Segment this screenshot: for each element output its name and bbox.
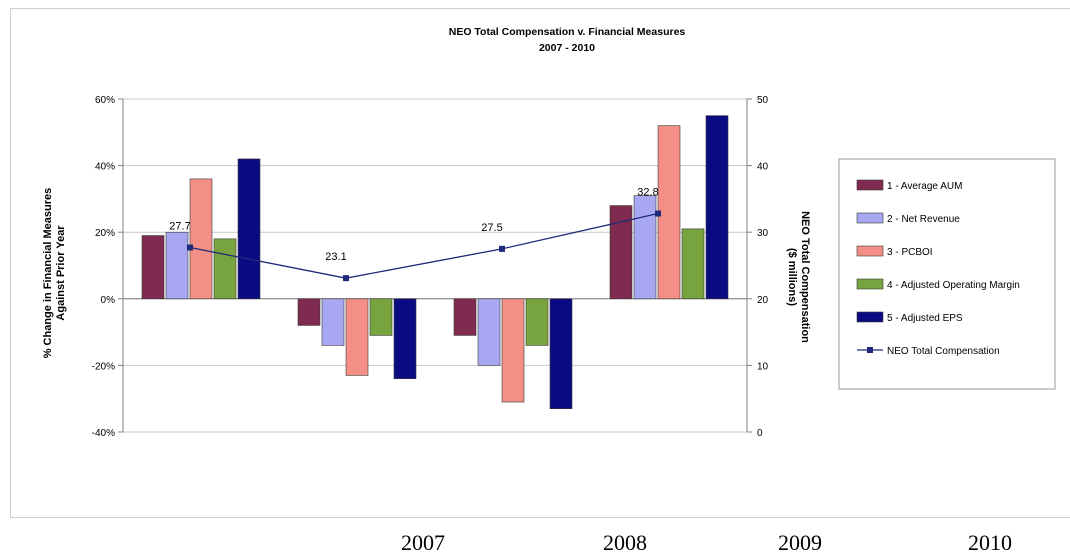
left-axis-title: % Change in Financial Measures Against P… bbox=[42, 188, 67, 359]
left-tick-label: 20% bbox=[95, 228, 115, 239]
bar-3-group-3 bbox=[501, 298, 525, 403]
bar-5-group-3 bbox=[549, 298, 573, 409]
compensation-line bbox=[189, 212, 659, 279]
legend-label-1: 1 - Average AUM bbox=[887, 181, 962, 192]
legend-label-5: 5 - Adjusted EPS bbox=[887, 313, 963, 324]
legend-swatch-5 bbox=[856, 311, 884, 323]
left-tick-label: 40% bbox=[95, 162, 115, 173]
left-tick-label: -40% bbox=[92, 428, 115, 439]
compensation-point bbox=[655, 210, 661, 217]
right-tick-label: 50 bbox=[757, 95, 769, 106]
chart-title: NEO Total Compensation v. Financial Meas… bbox=[449, 26, 686, 38]
chart-canvas: NEO Total Compensation v. Financial Meas… bbox=[42, 26, 1056, 439]
compensation-data-label: 32.8 bbox=[637, 187, 658, 199]
compensation-data-label: 23.1 bbox=[325, 251, 346, 263]
right-axis-title-line2: ($ millions) bbox=[786, 248, 798, 306]
bar-1-group-3 bbox=[453, 298, 477, 336]
bar-3-group-1 bbox=[189, 178, 213, 300]
compensation-data-label: 27.5 bbox=[481, 222, 502, 234]
legend-label-4: 4 - Adjusted Operating Margin bbox=[887, 280, 1020, 291]
year-label-2010: 2010 bbox=[968, 530, 1012, 555]
legend-line-marker bbox=[867, 347, 873, 353]
legend-label-line: NEO Total Compensation bbox=[887, 346, 1000, 357]
legend-label-2: 2 - Net Revenue bbox=[887, 214, 960, 225]
bar-2-group-3 bbox=[477, 298, 501, 366]
year-label-2008: 2008 bbox=[603, 530, 647, 555]
bar-4-group-1 bbox=[213, 238, 237, 300]
bar-4-group-2 bbox=[369, 298, 393, 336]
legend-swatch-2 bbox=[856, 212, 884, 224]
bar-1-group-2 bbox=[297, 298, 321, 326]
bar-3-group-4 bbox=[657, 125, 681, 300]
legend-label-3: 3 - PCBOI bbox=[887, 247, 933, 258]
bar-5-group-4 bbox=[705, 115, 729, 300]
legend-swatch-3 bbox=[856, 245, 884, 257]
legend-swatch-4 bbox=[856, 278, 884, 290]
left-axis-title-line2: Against Prior Year bbox=[55, 225, 67, 321]
bar-4-group-3 bbox=[525, 298, 549, 346]
right-axis-title-line1: NEO Total Compensation bbox=[799, 211, 811, 343]
legend-swatch-1 bbox=[856, 179, 884, 191]
year-label-2009: 2009 bbox=[778, 530, 822, 555]
compensation-point bbox=[499, 245, 505, 252]
right-axis-title: NEO Total Compensation ($ millions) bbox=[786, 211, 811, 343]
right-tick-label: 40 bbox=[757, 162, 769, 173]
bar-5-group-1 bbox=[237, 158, 261, 300]
left-tick-label: -20% bbox=[92, 361, 115, 372]
chart-frame: NEO Total Compensation v. Financial Meas… bbox=[10, 8, 1070, 518]
right-tick-label: 20 bbox=[757, 295, 769, 306]
legend: 1 - Average AUM 2 - Net Revenue 3 - PCBOI 4… bbox=[838, 158, 1056, 390]
bar-2-group-2 bbox=[321, 298, 345, 346]
plot-area: 60% 40% 20% 0% -20% -40% 50 40 30 20 10 0 27.7 23.1 27… bbox=[92, 95, 769, 439]
bar-5-group-2 bbox=[393, 298, 417, 380]
compensation-data-label: 27.7 bbox=[169, 221, 190, 233]
left-axis-title-line1: % Change in Financial Measures bbox=[42, 188, 54, 359]
left-tick-label: 0% bbox=[101, 295, 116, 306]
right-tick-label: 10 bbox=[757, 361, 769, 372]
right-tick-label: 0 bbox=[757, 428, 763, 439]
legend-box bbox=[838, 158, 1056, 390]
left-tick-label: 60% bbox=[95, 95, 115, 106]
bar-1-group-4 bbox=[609, 205, 633, 300]
bar-3-group-2 bbox=[345, 298, 369, 376]
bar-2-group-4 bbox=[633, 195, 657, 300]
right-tick-label: 30 bbox=[757, 228, 769, 239]
year-label-2007: 2007 bbox=[401, 530, 445, 555]
chart-subtitle: 2007 - 2010 bbox=[539, 42, 595, 54]
bar-4-group-4 bbox=[681, 228, 705, 300]
compensation-point bbox=[343, 275, 349, 282]
bar-2-group-1 bbox=[165, 231, 189, 300]
bar-1-group-1 bbox=[141, 235, 165, 300]
compensation-point bbox=[187, 244, 193, 251]
